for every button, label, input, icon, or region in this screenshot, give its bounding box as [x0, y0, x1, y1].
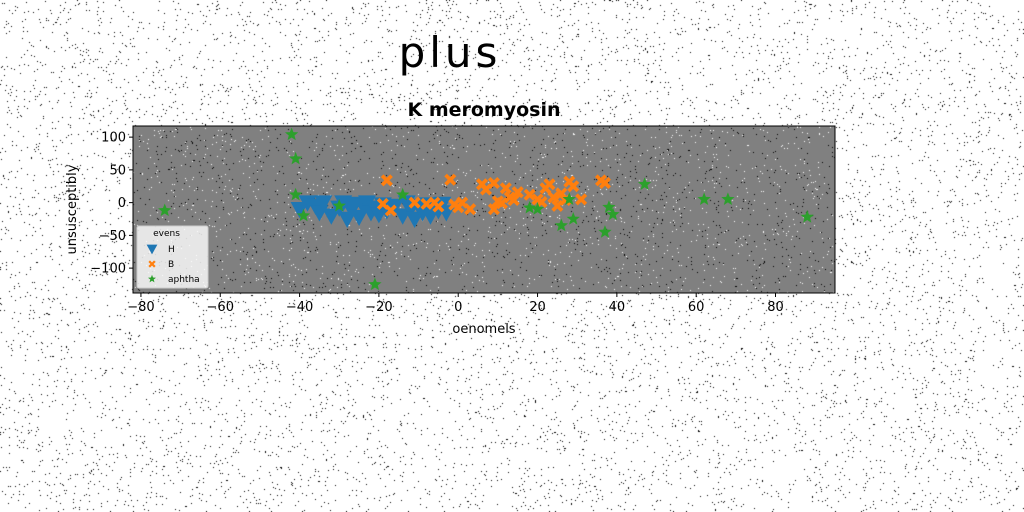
- data-point: [554, 218, 568, 232]
- plot-noise: [133, 126, 835, 293]
- data-point: [523, 188, 536, 201]
- y-tick-label: −100: [90, 262, 126, 277]
- data-point: [288, 187, 303, 201]
- data-point: [332, 198, 346, 212]
- x-tick-label: −80: [127, 300, 154, 315]
- data-point: [530, 202, 545, 215]
- data-point: [637, 177, 652, 190]
- x-axis: −80 −60 −40 −20 0 20 40 60 80: [127, 293, 784, 315]
- data-point: [567, 180, 580, 193]
- data-point: [602, 200, 616, 213]
- data-point: [368, 277, 382, 291]
- data-point: [547, 191, 560, 204]
- y-tick-label: −50: [99, 229, 126, 244]
- data-point: [405, 211, 424, 228]
- legend-marker: [148, 274, 156, 283]
- data-point: [314, 195, 333, 212]
- data-point: [598, 225, 612, 238]
- data-point: [562, 192, 576, 206]
- x-tick-label: 40: [609, 300, 626, 315]
- data-point: [697, 192, 711, 206]
- x-tick-label: 80: [767, 300, 784, 315]
- data-point: [507, 194, 520, 207]
- data-point: [606, 207, 620, 221]
- data-point: [288, 151, 303, 165]
- y-tick-label: 100: [101, 131, 126, 146]
- y-axis: −100 −50 0 50 100: [90, 131, 133, 277]
- x-tick-label: 60: [688, 300, 705, 315]
- y-axis-label: unsusceptibly: [65, 164, 80, 254]
- data-point: [511, 186, 524, 199]
- data-point: [487, 176, 500, 189]
- data-point: [358, 195, 376, 212]
- data-point: [598, 176, 611, 189]
- data-point: [408, 196, 421, 209]
- data-point: [566, 211, 580, 225]
- series-aphtha: [158, 127, 814, 291]
- data-point: [499, 182, 512, 195]
- data-point: [296, 208, 311, 222]
- legend-box: [136, 225, 209, 289]
- data-point: [290, 201, 309, 219]
- x-tick-label: −60: [207, 300, 234, 315]
- data-point: [444, 173, 457, 186]
- data-point: [543, 178, 556, 191]
- plot-area: [132, 125, 836, 294]
- x-tick-label: −40: [286, 300, 313, 315]
- data-point: [380, 174, 393, 187]
- legend-label: aphtha: [168, 275, 200, 285]
- x-tick-label: 0: [454, 300, 462, 315]
- legend-label: H: [168, 245, 175, 255]
- data-point: [322, 208, 341, 225]
- plot-frame: [132, 125, 836, 294]
- data-point: [522, 200, 537, 214]
- y-tick-label: 50: [109, 163, 126, 178]
- data-point: [376, 197, 389, 210]
- data-point: [575, 193, 588, 206]
- data-point: [721, 192, 735, 206]
- legend-label: B: [168, 260, 174, 270]
- figure-suptitle: plus: [398, 28, 502, 77]
- data-point: [284, 127, 299, 141]
- legend-marker: [146, 244, 158, 255]
- series-B: [376, 173, 611, 217]
- data-point: [464, 203, 477, 216]
- y-tick-label: 0: [118, 196, 126, 211]
- chart-title: K meromyosin: [407, 99, 560, 121]
- x-axis-label: oenomels: [452, 322, 515, 337]
- data-point: [432, 200, 445, 213]
- data-point: [800, 210, 814, 223]
- legend-title: evens: [153, 229, 180, 239]
- x-tick-label: 20: [529, 300, 546, 315]
- legend-marker: [148, 260, 156, 268]
- data-point: [396, 187, 410, 201]
- data-point: [158, 203, 172, 217]
- x-tick-label: −20: [365, 300, 392, 315]
